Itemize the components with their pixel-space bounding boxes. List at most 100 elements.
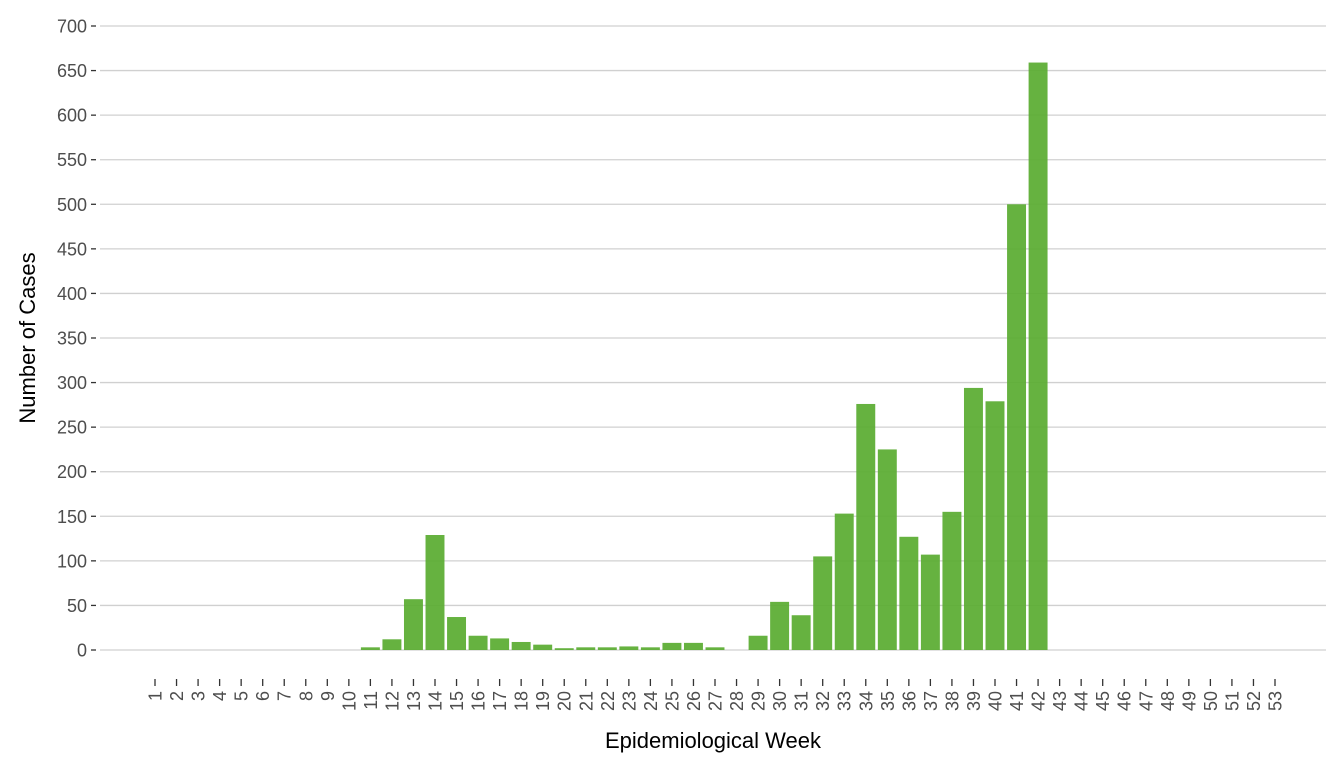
y-tick-label: 550 [57, 150, 87, 170]
x-tick-label: 4 [210, 691, 230, 701]
y-tick-label: 450 [57, 239, 87, 259]
x-tick-label: 44 [1072, 691, 1092, 711]
bar-week-11 [360, 647, 380, 650]
y-tick-label: 100 [57, 551, 87, 571]
bar-layer [360, 62, 1048, 651]
y-tick-label: 200 [57, 462, 87, 482]
x-tick-label: 49 [1179, 691, 1199, 711]
bar-week-20 [554, 648, 574, 650]
y-tick-label: 50 [67, 596, 87, 616]
x-tick-label: 7 [275, 691, 295, 701]
x-tick-label: 53 [1266, 691, 1286, 711]
bar-week-26 [683, 642, 703, 650]
x-tick-label: 13 [404, 691, 424, 711]
x-tick-label: 34 [856, 691, 876, 711]
x-tick-label: 18 [512, 691, 532, 711]
x-tick-label: 12 [382, 691, 402, 711]
x-tick-label: 9 [318, 691, 338, 701]
bar-week-14 [425, 535, 445, 650]
bar-week-23 [619, 646, 639, 650]
bar-week-21 [576, 647, 596, 650]
bar-week-31 [791, 615, 811, 650]
x-tick-label: 32 [813, 691, 833, 711]
y-tick-label: 0 [77, 641, 87, 661]
y-tick-label: 500 [57, 195, 87, 215]
x-tick-label: 26 [684, 691, 704, 711]
x-tick-label: 38 [942, 691, 962, 711]
y-tick-label: 350 [57, 329, 87, 349]
x-tick-label: 42 [1029, 691, 1049, 711]
bar-week-40 [985, 401, 1005, 650]
x-tick-label: 36 [899, 691, 919, 711]
x-tick-label: 39 [964, 691, 984, 711]
x-tick-label: 25 [662, 691, 682, 711]
y-tick-label: 600 [57, 106, 87, 126]
x-tick-label: 45 [1093, 691, 1113, 711]
bar-week-27 [705, 647, 725, 650]
bar-week-35 [877, 449, 897, 650]
x-tick-label: 19 [533, 691, 553, 711]
bar-week-41 [1007, 204, 1027, 651]
x-tick-label: 22 [598, 691, 618, 711]
y-axis-title: Number of Cases [15, 252, 40, 423]
x-tick-label: 40 [986, 691, 1006, 711]
bar-week-22 [597, 647, 617, 650]
x-tick-label: 43 [1050, 691, 1070, 711]
x-axis-title: Epidemiological Week [605, 728, 822, 753]
x-tick-label: 23 [619, 691, 639, 711]
x-tick-label: 11 [361, 691, 381, 710]
x-tick-label: 21 [576, 691, 596, 711]
x-tick-label: 20 [555, 691, 575, 711]
x-tick-label: 48 [1158, 691, 1178, 711]
bar-week-25 [662, 642, 682, 650]
x-tick-label: 3 [189, 691, 209, 701]
bar-week-12 [382, 639, 402, 650]
bar-week-33 [834, 513, 854, 650]
bar-week-34 [856, 403, 876, 650]
x-tick-label: 6 [253, 691, 273, 701]
x-tick-label: 35 [878, 691, 898, 711]
bar-week-32 [813, 556, 833, 650]
x-tick-label: 15 [447, 691, 467, 711]
x-tick-label: 2 [167, 691, 187, 701]
x-tick-label: 47 [1136, 691, 1156, 711]
bar-week-39 [963, 387, 983, 650]
bar-week-19 [533, 644, 553, 650]
x-tick-label: 5 [232, 691, 252, 701]
bar-week-17 [490, 638, 510, 650]
x-tick-label: 46 [1115, 691, 1135, 711]
bar-week-37 [920, 554, 940, 650]
bar-week-30 [770, 601, 790, 650]
bar-week-24 [640, 647, 660, 650]
x-tick-label: 33 [835, 691, 855, 711]
x-tick-label: 14 [426, 691, 446, 711]
x-tick-label: 50 [1201, 691, 1221, 711]
bar-week-13 [403, 599, 423, 650]
x-tick-label: 17 [490, 691, 510, 711]
x-tick-label: 8 [296, 691, 316, 701]
x-tick-label: 24 [641, 691, 661, 711]
bar-week-38 [942, 511, 962, 650]
y-tick-label: 150 [57, 507, 87, 527]
y-tick-label: 650 [57, 61, 87, 81]
x-tick-label: 52 [1244, 691, 1264, 711]
y-tick-label: 400 [57, 284, 87, 304]
x-tick-label: 30 [770, 691, 790, 711]
bar-week-16 [468, 635, 488, 650]
x-tick-label: 16 [469, 691, 489, 711]
bar-week-18 [511, 641, 531, 650]
x-tick-label: 10 [339, 691, 359, 711]
x-tick-label: 31 [792, 691, 812, 711]
bar-week-42 [1028, 62, 1048, 650]
x-tick-label: 28 [727, 691, 747, 711]
x-tick-label: 37 [921, 691, 941, 711]
x-tick-label: 27 [706, 691, 726, 711]
bar-week-29 [748, 635, 768, 650]
x-tick-label: 41 [1007, 691, 1027, 711]
x-axis: 1 2 3 4 5 6 7 8 9 10 11 12 13 14 15 16 17 18 19 20 21 22 23 24 2… [146, 679, 1286, 711]
x-tick-label: 29 [749, 691, 769, 711]
y-axis: 0 50 100 150 200 250 300 350 400 450 500 550 600 650 7… [57, 17, 96, 661]
bar-week-15 [447, 617, 467, 650]
